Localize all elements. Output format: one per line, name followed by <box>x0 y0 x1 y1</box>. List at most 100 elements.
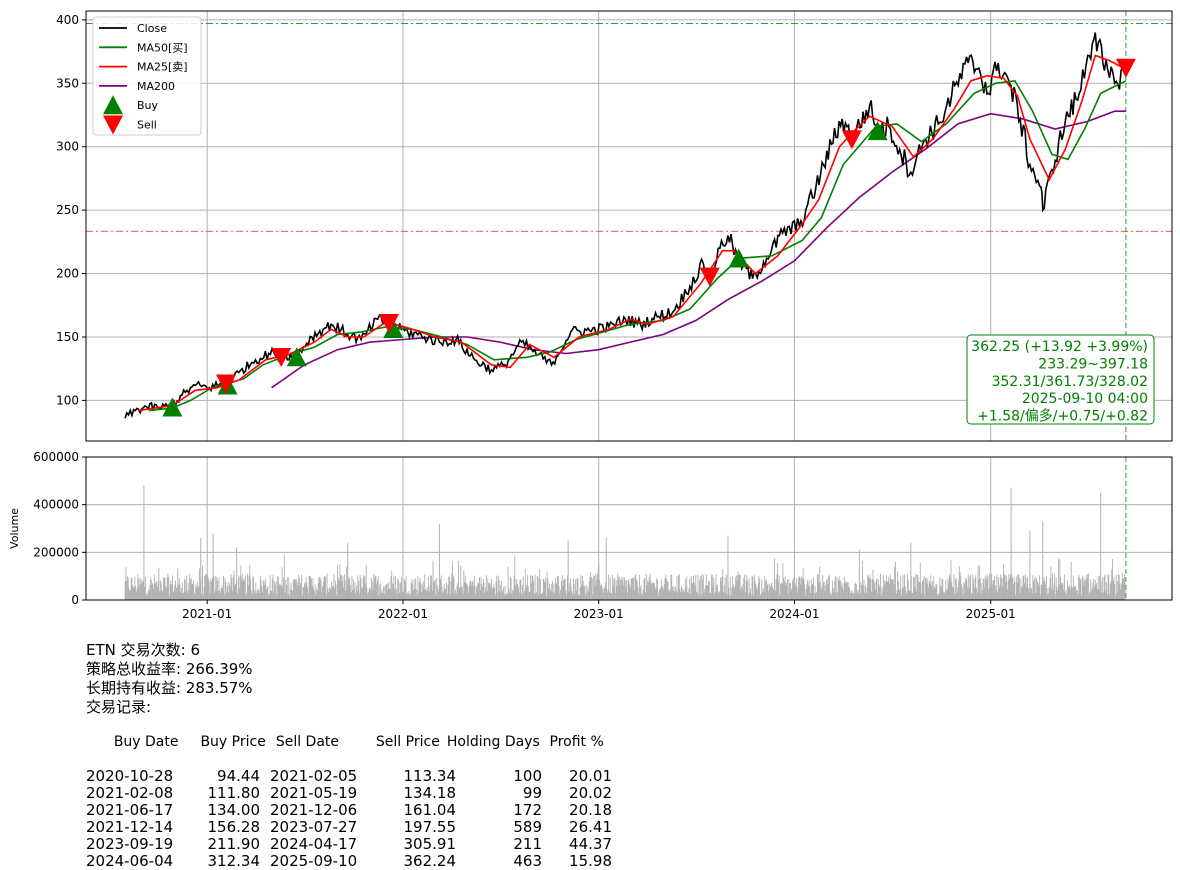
sell-price: 161.04 <box>403 801 457 819</box>
volume-tick-label: 0 <box>71 593 79 607</box>
price-tick-label: 300 <box>56 140 79 154</box>
annotation-line: 352.31/361.73/328.02 <box>992 374 1148 390</box>
buy-price: 134.00 <box>207 801 261 819</box>
ma50-line <box>149 79 1127 412</box>
volume-axes-frame <box>85 456 1173 601</box>
chart-figure: 100 150 200 250 300 350 400 Close MA50[买] MA25[卖]… <box>8 10 1173 621</box>
profit: 15.98 <box>569 852 612 870</box>
sell-price: 134.18 <box>403 784 457 802</box>
buy-marker <box>383 319 404 339</box>
price-tick-label: 250 <box>56 203 79 217</box>
buy-price: 156.28 <box>207 818 261 836</box>
trade-log-header: Buy Date Buy Price Sell Date Sell Price Hold… <box>86 717 612 768</box>
trade-log-table: Buy Date Buy Price Sell Date Sell Price Hold… <box>86 717 612 870</box>
legend-label: Sell <box>137 119 157 132</box>
date-tick-label: 2025-01 <box>966 607 1016 621</box>
date-tick-label: 2024-01 <box>769 607 819 621</box>
sell-marker <box>271 348 292 368</box>
buy-price: 94.44 <box>217 767 260 785</box>
trade-row: 2021-06-17 134.00 2021-12-06 161.04 172 20.18 <box>86 802 612 819</box>
sell-marker <box>841 130 862 150</box>
price-tick-label: 350 <box>56 76 79 90</box>
annotation-box <box>966 334 1155 425</box>
buy-date: 2024-06-04 <box>86 852 174 870</box>
annotation-line: +1.58/偏多/+0.75/+0.82 <box>977 408 1148 425</box>
holding-days: 589 <box>513 818 542 836</box>
price-axes-frame <box>85 10 1173 442</box>
sell-date: 2024-04-17 <box>270 835 358 853</box>
volume-tick-label: 400000 <box>33 498 79 512</box>
legend: Close MA50[买] MA25[卖] MA200 Buy Sell <box>92 16 202 136</box>
sell-date: 2023-07-27 <box>270 818 358 836</box>
volume-tick-label: 200000 <box>33 545 79 559</box>
sell-date: 2025-09-10 <box>270 852 358 870</box>
buy-marker <box>728 248 749 268</box>
legend-swatch <box>103 115 123 135</box>
sell-price: 197.55 <box>403 818 457 836</box>
header-buy-price: Buy Price <box>200 734 266 750</box>
trade-row: 2024-06-04 312.34 2025-09-10 362.24 463 15.98 <box>86 853 612 870</box>
trade-row: 2023-09-19 211.90 2024-04-17 305.91 211 44.37 <box>86 836 612 853</box>
profit: 20.02 <box>569 784 612 802</box>
legend-swatch <box>103 95 123 115</box>
holding-days: 100 <box>513 767 542 785</box>
strategy-return-text: 策略总收益率: 266.39% <box>86 660 253 678</box>
buy-date: 2021-02-08 <box>86 784 174 802</box>
buy-marker <box>867 121 888 141</box>
sell-marker <box>379 313 400 333</box>
price-tick-label: 400 <box>56 13 79 27</box>
sell-price: 362.24 <box>403 852 457 870</box>
header-sell-date: Sell Date <box>275 734 340 750</box>
date-tick-label: 2023-01 <box>574 607 624 621</box>
volume-axis-label: Volume <box>8 508 21 549</box>
price-panel: 100 150 200 250 300 350 400 Close MA50[买] MA25[卖]… <box>56 10 1173 600</box>
buy-date: 2021-12-14 <box>86 818 174 836</box>
volume-tick-label: 600000 <box>33 450 79 464</box>
ma25-line <box>137 54 1127 412</box>
annotation-line: 233.29~397.18 <box>1038 356 1148 372</box>
holding-days: 463 <box>513 852 542 870</box>
trade-row: 2020-10-28 94.44 2021-02-05 113.34 100 20.01 <box>86 768 612 785</box>
holding-days: 172 <box>513 801 542 819</box>
legend-label: MA25[卖] <box>137 61 188 74</box>
annotation-line: 2025-09-10 04:00 <box>1022 391 1148 407</box>
buy-marker <box>286 347 307 367</box>
trade-log-title: 交易记录: <box>86 698 152 716</box>
sell-price: 113.34 <box>403 767 457 785</box>
buy-date: 2021-06-17 <box>86 801 174 819</box>
buy-marker <box>162 397 183 417</box>
buy-price: 312.34 <box>207 852 261 870</box>
buy-date: 2023-09-19 <box>86 835 174 853</box>
holding-days: 211 <box>513 835 542 853</box>
trade-row: 2021-02-08 111.80 2021-05-19 134.18 99 20.02 <box>86 785 612 802</box>
header-buy-date: Buy Date <box>113 734 179 750</box>
sell-marker <box>215 374 236 394</box>
date-tick-label: 2021-01 <box>182 607 232 621</box>
strategy-summary: ETN 交易次数: 6 策略总收益率: 266.39% 长期持有收益: 283.… <box>86 641 253 717</box>
ma200-line <box>271 110 1126 389</box>
legend-label: MA50[买] <box>137 41 188 54</box>
profit: 26.41 <box>569 818 612 836</box>
buy-price: 211.90 <box>207 835 261 853</box>
profit: 20.18 <box>569 801 612 819</box>
buy-price: 111.80 <box>207 784 261 802</box>
price-annotation: 362.25 (+13.92 +3.99%)233.29~397.18 352.3… <box>966 334 1155 425</box>
sell-date: 2021-12-06 <box>270 801 358 819</box>
date-tick-label: 2022-01 <box>378 607 428 621</box>
sell-marker <box>699 267 720 287</box>
buy-hold-return-text: 长期持有收益: 283.57% <box>86 679 253 697</box>
holding-days: 99 <box>522 784 542 802</box>
price-tick-label: 100 <box>56 393 79 407</box>
legend-label: MA200 <box>137 80 175 93</box>
sell-date: 2021-02-05 <box>270 767 358 785</box>
sell-date: 2021-05-19 <box>270 784 358 802</box>
price-tick-label: 200 <box>56 267 79 281</box>
sell-marker <box>1115 58 1136 78</box>
profit: 20.01 <box>569 767 612 785</box>
legend-label: Buy <box>137 99 159 112</box>
header-sell-price: Sell Price <box>375 734 440 750</box>
header-holding-days: Holding Days <box>446 734 540 750</box>
buy-date: 2020-10-28 <box>86 767 174 785</box>
trade-row: 2021-12-14 156.28 2023-07-27 197.55 589 26.41 <box>86 819 612 836</box>
profit: 44.37 <box>569 835 612 853</box>
